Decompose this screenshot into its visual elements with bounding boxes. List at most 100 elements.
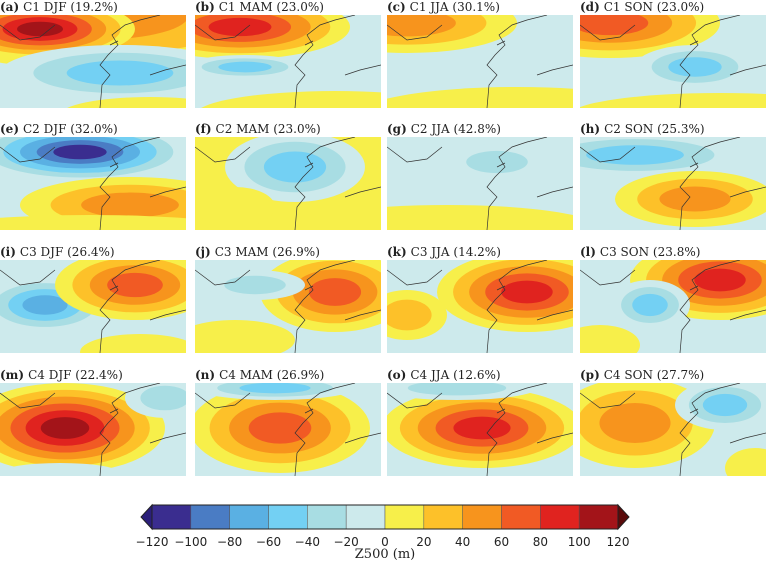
colorbar-tick-label: −100 xyxy=(174,535,208,549)
colorbar-bin xyxy=(540,504,580,530)
map-panel: (j) C3 MAM (26.9%) xyxy=(195,245,381,353)
panel-letter: (m) xyxy=(0,368,25,382)
contour-level xyxy=(387,205,573,230)
coastline xyxy=(0,260,186,353)
colorbar-bin xyxy=(307,504,347,530)
panel-title: (f) C2 MAM (23.0%) xyxy=(195,122,381,137)
z500-anomaly-map xyxy=(195,15,381,108)
colorbar-label: Z500 (m) xyxy=(354,547,416,562)
colorbar-bin xyxy=(345,504,386,530)
coastline xyxy=(580,137,766,230)
z500-anomaly-map xyxy=(580,15,766,108)
contour-level xyxy=(702,393,748,417)
map-panel: (l) C3 SON (23.8%) xyxy=(580,245,766,353)
z500-anomaly-map xyxy=(195,137,381,230)
panel-title: (i) C3 DJF (26.4%) xyxy=(0,245,186,260)
coastline xyxy=(387,137,573,230)
colorbar-tick-label: 0 xyxy=(381,535,389,549)
contour-level xyxy=(81,192,179,218)
z500-anomaly-map xyxy=(0,15,186,108)
map-panel: (m) C4 DJF (22.4%) xyxy=(0,368,186,476)
contour-level xyxy=(580,325,640,353)
panel-title: (l) C3 SON (23.8%) xyxy=(580,245,766,260)
colorbar-tick-label: 100 xyxy=(567,535,591,549)
contour-level xyxy=(466,150,528,174)
panel-letter: (i) xyxy=(0,245,16,259)
map-panel: (g) C2 JJA (42.8%) xyxy=(387,122,573,230)
panel-label: C3 MAM (26.9%) xyxy=(214,245,320,259)
contour-level xyxy=(66,60,174,86)
colorbar-tick-label: 80 xyxy=(532,535,548,549)
colorbar-bin xyxy=(151,504,192,530)
contour-level xyxy=(195,320,295,353)
colorbar-tick-label: −80 xyxy=(216,535,243,549)
colorbar-extend-high xyxy=(617,503,630,531)
coastline xyxy=(387,383,573,476)
colorbar-extend-low xyxy=(140,503,153,531)
map-panel: (c) C1 JJA (30.1%) xyxy=(387,0,573,108)
z500-anomaly-map xyxy=(387,383,573,476)
panel-label: C4 SON (27.7%) xyxy=(603,368,705,382)
coastline xyxy=(0,383,186,476)
panel-title: (a) C1 DJF (19.2%) xyxy=(0,0,186,15)
contour-level xyxy=(0,463,120,476)
map-panel: (b) C1 MAM (23.0%) xyxy=(195,0,381,108)
coastline xyxy=(387,260,573,353)
panel-label: C4 JJA (12.6%) xyxy=(410,368,501,382)
contour-level xyxy=(501,280,553,304)
coastline xyxy=(195,15,381,108)
map-panel: (o) C4 JJA (12.6%) xyxy=(387,368,573,476)
z500-anomaly-map xyxy=(0,137,186,230)
contour-level xyxy=(208,17,272,37)
z500-anomaly-map xyxy=(0,383,186,476)
contour-level xyxy=(195,187,275,227)
panel-label: C2 JJA (42.8%) xyxy=(410,122,501,136)
panel-label: C2 DJF (32.0%) xyxy=(23,122,118,136)
panel-label: C4 MAM (26.9%) xyxy=(219,368,325,382)
colorbar-bin xyxy=(229,504,269,530)
map-panel: (a) C1 DJF (19.2%) xyxy=(0,0,186,108)
panel-label: C1 DJF (19.2%) xyxy=(23,0,118,14)
contour-level xyxy=(53,144,107,160)
coastline xyxy=(195,137,381,230)
z500-anomaly-map xyxy=(195,383,381,476)
contour-level xyxy=(668,57,722,77)
colorbar-bin xyxy=(462,504,502,530)
contour-level xyxy=(248,412,312,444)
colorbar-bin xyxy=(190,504,230,530)
contour-level xyxy=(453,416,511,440)
panel-letter: (h) xyxy=(580,122,601,136)
coastline xyxy=(0,15,186,108)
map-panel: (e) C2 DJF (32.0%) xyxy=(0,122,186,230)
colorbar-tick-label: −60 xyxy=(255,535,282,549)
panel-label: C1 JJA (30.1%) xyxy=(409,0,500,14)
panel-letter: (b) xyxy=(195,0,215,14)
contour-level xyxy=(580,93,766,108)
contour-level xyxy=(659,186,731,212)
panel-label: C1 SON (23.0%) xyxy=(603,0,705,14)
colorbar-bin xyxy=(384,504,425,530)
colorbar-tick-label: 60 xyxy=(493,535,510,549)
coastline xyxy=(580,15,766,108)
panel-letter: (n) xyxy=(195,368,216,382)
contour-level xyxy=(387,87,573,108)
panel-title: (n) C4 MAM (26.9%) xyxy=(195,368,381,383)
contour-level xyxy=(40,417,90,439)
colorbar-tick-label: −40 xyxy=(294,535,320,549)
z500-anomaly-map xyxy=(580,137,766,230)
map-panel: (i) C3 DJF (26.4%) xyxy=(0,245,186,353)
coastline xyxy=(580,383,766,476)
panel-title: (j) C3 MAM (26.9%) xyxy=(195,245,381,260)
contour-level xyxy=(725,448,766,476)
coastline xyxy=(195,383,381,476)
contour-level xyxy=(80,334,186,353)
contour-level xyxy=(67,97,186,108)
panel-title: (m) C4 DJF (22.4%) xyxy=(0,368,186,383)
contour-level xyxy=(387,299,432,331)
panel-title: (p) C4 SON (27.7%) xyxy=(580,368,766,383)
contour-level xyxy=(632,293,668,317)
contour-level xyxy=(224,275,286,295)
panel-label: C3 DJF (26.4%) xyxy=(19,245,115,259)
coastline xyxy=(0,137,186,230)
panel-letter: (o) xyxy=(387,368,407,382)
